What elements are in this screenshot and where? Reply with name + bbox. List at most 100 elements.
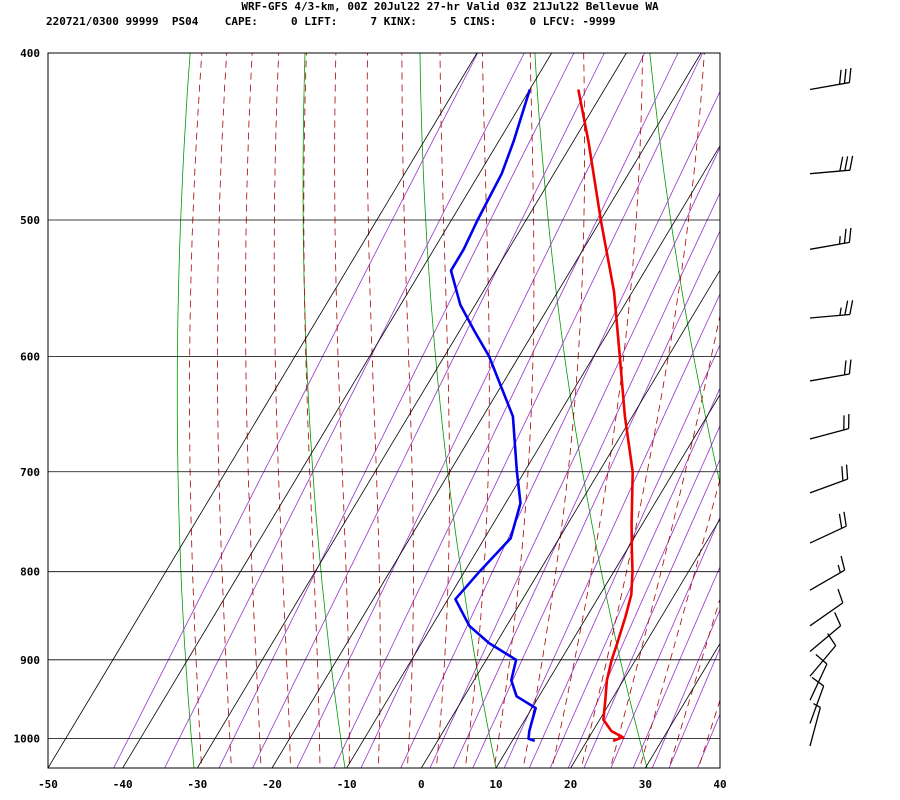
plot-frame <box>47 52 721 769</box>
barb-staff <box>809 625 842 652</box>
x-tick-label: -20 <box>262 778 282 791</box>
barb-staff <box>809 707 821 747</box>
barb-feather <box>811 676 825 687</box>
barb-feather <box>843 511 847 527</box>
wind-barb <box>809 68 852 91</box>
barb-feather <box>848 359 852 375</box>
barb-feather <box>844 300 849 316</box>
barb-feather <box>844 156 849 171</box>
wind-barb <box>809 414 850 440</box>
y-tick-label: 500 <box>20 214 40 227</box>
barb-staff <box>809 241 850 250</box>
barb-feather <box>827 633 837 646</box>
mixing-ratio-line <box>610 516 720 768</box>
x-tick-label: -40 <box>113 778 133 791</box>
y-tick-label: 1000 <box>14 733 41 746</box>
mixing-ratio-line <box>697 713 720 768</box>
dry-adiabat <box>176 53 195 768</box>
dry-adiabat <box>876 34 900 768</box>
barb-feather <box>840 555 846 571</box>
dry-adiabat <box>762 34 900 768</box>
isotherm-40 <box>719 767 720 768</box>
barb-staff <box>809 373 850 382</box>
mixing-ratio-line <box>252 53 605 768</box>
moist-adiabat <box>697 698 720 768</box>
wind-barb <box>809 588 844 627</box>
x-tick-labels: -50 -40 -30 -20 -10 0 10 20 30 40 <box>38 778 727 791</box>
x-tick-label: -10 <box>337 778 357 791</box>
stability-indices: 220721/0300 99999 PS04 CAPE: 0 LIFT: 7 K… <box>46 15 616 28</box>
y-tick-label: 400 <box>20 47 40 60</box>
barb-staff <box>809 427 849 440</box>
dry-adiabat <box>534 53 648 768</box>
isotherm-20 <box>570 518 720 768</box>
barb-staff <box>809 525 847 544</box>
moist-adiabat <box>522 53 585 768</box>
mixing-ratio-line <box>472 229 720 768</box>
wind-barb <box>809 702 821 747</box>
dry-adiabat <box>649 53 720 486</box>
moist-adiabat <box>551 53 643 768</box>
isotherm--50 <box>48 53 478 768</box>
mixing-ratio-line <box>549 387 720 768</box>
dry-adiabat <box>302 53 346 768</box>
mixing-ratio-line <box>400 90 720 768</box>
isotherm-30 <box>644 642 720 768</box>
barb-feather <box>848 227 852 243</box>
barb-half-feather <box>813 702 821 709</box>
y-tick-label: 700 <box>20 466 40 479</box>
barb-feather <box>839 156 844 172</box>
mixing-ratio-line <box>360 53 704 768</box>
barb-feather <box>841 466 844 481</box>
barb-feather <box>843 228 847 244</box>
x-tick-label: 40 <box>713 778 726 791</box>
barb-half-feather <box>837 564 841 573</box>
barb-feather <box>845 464 849 480</box>
barb-feather <box>837 588 844 604</box>
x-tick-label: 0 <box>418 778 425 791</box>
mixing-ratio-line <box>668 647 720 768</box>
barb-feather <box>849 300 854 315</box>
wind-barb <box>809 464 849 494</box>
wind-barb <box>809 555 846 591</box>
mixing-ratio-line <box>296 53 646 768</box>
mixing-ratio-line <box>452 191 720 768</box>
mixing-ratio-line <box>164 53 525 768</box>
isotherm--10 <box>346 145 720 768</box>
barb-feather <box>843 360 847 375</box>
isotherm--40 <box>122 53 553 768</box>
series-line-1 <box>449 89 538 743</box>
moist-adiabat <box>609 313 720 768</box>
moist-adiabat <box>639 478 720 768</box>
profiles <box>449 89 635 743</box>
isotherm--20 <box>271 53 702 768</box>
isotherm--30 <box>196 53 627 768</box>
x-tick-label: 30 <box>639 778 652 791</box>
background-lines <box>113 34 900 768</box>
mixing-ratio-line <box>632 565 720 768</box>
y-tick-label: 800 <box>20 566 40 579</box>
mixing-ratio-line <box>218 53 575 768</box>
isotherm-0 <box>420 269 720 768</box>
barb-feather <box>815 653 828 665</box>
mixing-ratio-line <box>567 424 720 768</box>
wind-barb <box>809 300 854 319</box>
grid-lines <box>48 52 720 768</box>
wind-barbs <box>809 68 854 747</box>
barb-feather <box>843 68 847 84</box>
wind-barb <box>809 612 842 652</box>
mixing-ratio-line <box>651 608 720 768</box>
mixing-ratio-line <box>333 53 679 768</box>
y-tick-label: 900 <box>20 654 40 667</box>
barb-staff <box>809 169 850 175</box>
isotherm-10 <box>495 393 720 768</box>
chart-title: WRF-GFS 4/3-km, 00Z 20Jul22 27-hr Valid … <box>241 0 659 13</box>
x-tick-label: 20 <box>564 778 577 791</box>
mixing-ratio-line <box>528 343 720 768</box>
barb-half-feather <box>838 236 841 245</box>
barb-staff <box>809 569 845 591</box>
series-line-0 <box>577 89 635 743</box>
wind-barb <box>809 227 852 250</box>
wind-barb <box>809 511 847 544</box>
